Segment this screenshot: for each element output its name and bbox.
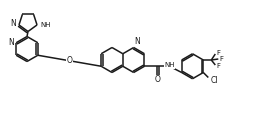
Text: F: F bbox=[216, 50, 220, 56]
Text: N: N bbox=[10, 19, 16, 28]
Text: N: N bbox=[8, 38, 14, 47]
Text: F: F bbox=[216, 63, 220, 69]
Text: NH: NH bbox=[40, 22, 50, 28]
Text: NH: NH bbox=[164, 62, 175, 68]
Text: O: O bbox=[154, 75, 161, 84]
Text: O: O bbox=[67, 56, 72, 65]
Text: N: N bbox=[135, 36, 140, 45]
Text: Cl: Cl bbox=[210, 76, 218, 85]
Text: F: F bbox=[219, 56, 223, 62]
